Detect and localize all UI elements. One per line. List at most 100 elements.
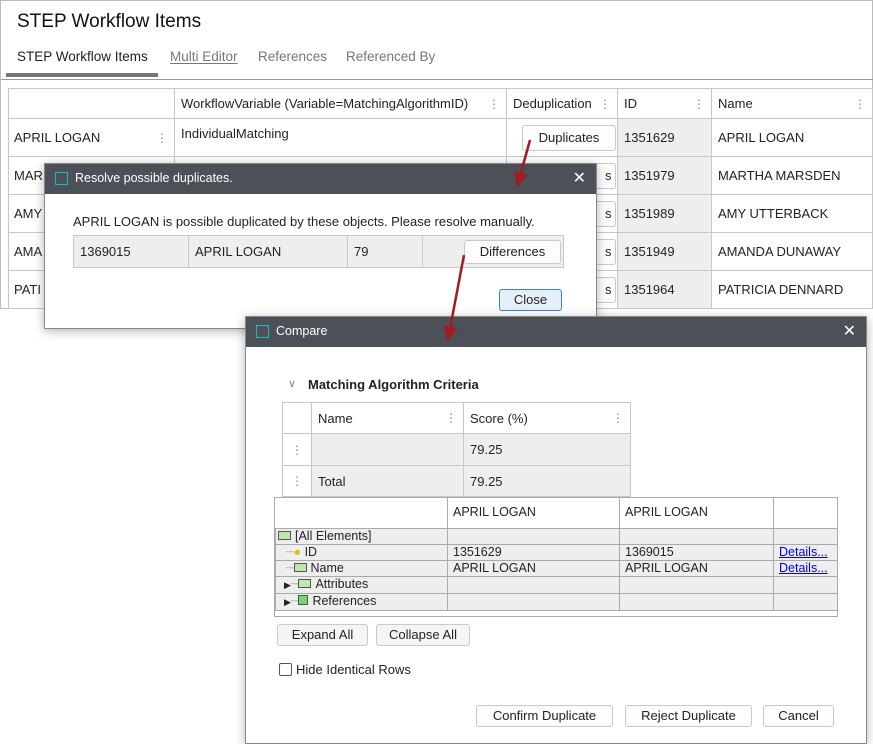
- score-cell: 79: [347, 235, 423, 268]
- column-menu-icon[interactable]: ⋮: [599, 96, 611, 111]
- column-header[interactable]: WorkflowVariable (Variable=MatchingAlgor…: [174, 88, 507, 119]
- tree-label: ID: [304, 544, 318, 559]
- id-cell: 1351979: [617, 156, 712, 195]
- differences-button[interactable]: Differences: [464, 240, 561, 264]
- collapse-all-button[interactable]: Collapse All: [376, 624, 470, 646]
- tab-references[interactable]: References: [258, 49, 328, 64]
- value-b: 1369015: [619, 543, 774, 561]
- confirm-duplicate-button[interactable]: Confirm Duplicate: [476, 705, 613, 727]
- duplicates-button-label[interactable]: s: [605, 282, 612, 297]
- compare-dialog: Compare ✕ ∨ Matching Algorithm Criteria …: [245, 316, 867, 744]
- expand-arrow-icon[interactable]: ▶: [284, 596, 291, 607]
- section-header[interactable]: Matching Algorithm Criteria: [308, 377, 479, 392]
- page-title: STEP Workflow Items: [17, 11, 202, 32]
- table-header: WorkflowVariable (Variable=MatchingAlgor…: [8, 88, 873, 119]
- close-button[interactable]: Close: [499, 289, 562, 311]
- duplicates-button-label[interactable]: s: [605, 244, 612, 259]
- tree-row[interactable]: [All Elements]: [275, 527, 838, 545]
- row-menu-icon[interactable]: ⋮: [156, 130, 168, 145]
- name-cell: [311, 433, 464, 466]
- dialog-message: APRIL LOGAN is possible duplicated by th…: [73, 214, 535, 229]
- details-link[interactable]: Details...: [779, 544, 828, 559]
- dialog-titlebar: Compare ✕: [246, 317, 866, 347]
- tree-label: [All Elements]: [295, 528, 372, 543]
- folder-icon: [293, 562, 307, 572]
- duplicates-button[interactable]: Duplicates: [522, 125, 616, 151]
- row-label: AMY: [14, 206, 43, 221]
- tree-line: ┄: [286, 544, 294, 559]
- score-cell: 79.25: [463, 433, 631, 466]
- references-icon: [298, 594, 309, 605]
- tree-row[interactable]: ▶┄ References: [275, 592, 838, 611]
- column-label: WorkflowVariable (Variable=MatchingAlgor…: [181, 96, 469, 111]
- tree-row[interactable]: ▶┄ Attributes: [275, 575, 838, 594]
- column-header: [773, 498, 838, 529]
- tree-label: Attributes: [315, 576, 369, 591]
- tab-referenced-by[interactable]: Referenced By: [346, 49, 436, 64]
- resolve-duplicates-dialog: Resolve possible duplicates. ✕ APRIL LOG…: [44, 163, 597, 329]
- compare-grid: APRIL LOGAN APRIL LOGAN [All Elements] ┄●…: [275, 498, 838, 611]
- chevron-down-icon[interactable]: ∨: [288, 378, 297, 390]
- column-label: Deduplication: [513, 96, 592, 111]
- column-menu-icon[interactable]: ⋮: [488, 96, 500, 111]
- column-header[interactable]: Score (%) ⋮: [463, 402, 631, 434]
- column-menu-icon[interactable]: ⋮: [612, 411, 624, 425]
- score-cell: 79.25: [463, 465, 631, 497]
- duplicates-button-label[interactable]: s: [605, 168, 612, 183]
- column-header[interactable]: Name ⋮: [711, 88, 873, 119]
- row-label: MAR: [14, 168, 43, 183]
- close-icon[interactable]: ✕: [572, 170, 586, 187]
- dialog-titlebar: Resolve possible duplicates. ✕: [45, 164, 596, 194]
- hide-identical-label[interactable]: Hide Identical Rows: [296, 662, 411, 677]
- row-menu-icon[interactable]: ⋮: [291, 474, 303, 488]
- active-tab-indicator: [6, 73, 158, 77]
- tree-label: Name: [310, 560, 344, 575]
- tree-row[interactable]: ┄ Name APRIL LOGAN APRIL LOGAN Details...: [275, 559, 838, 577]
- tree-row[interactable]: ┄● ID 1351629 1369015 Details...: [275, 543, 838, 561]
- dialog-title: Compare: [276, 324, 328, 338]
- expand-all-button[interactable]: Expand All: [277, 624, 368, 646]
- table-row[interactable]: APRIL LOGAN ⋮ IndividualMatching Duplicat…: [8, 118, 873, 157]
- variable-cell: IndividualMatching: [174, 118, 507, 157]
- column-menu-icon[interactable]: ⋮: [854, 96, 866, 111]
- tree-line: ┄: [290, 576, 299, 591]
- name-cell: MARTHA MARSDEN: [711, 156, 873, 195]
- close-icon[interactable]: ✕: [842, 323, 856, 340]
- tab-multi-editor[interactable]: Multi Editor: [170, 49, 238, 64]
- window-icon: [256, 325, 269, 338]
- column-label: Name: [718, 96, 753, 111]
- column-menu-icon[interactable]: ⋮: [445, 411, 457, 425]
- row-label: APRIL LOGAN: [14, 130, 101, 145]
- column-label: Score (%): [470, 410, 528, 426]
- hide-identical-checkbox[interactable]: [279, 663, 292, 676]
- name-cell: AMY UTTERBACK: [711, 194, 873, 233]
- id-cell: 1351989: [617, 194, 712, 233]
- column-menu-icon[interactable]: ⋮: [693, 96, 705, 111]
- reject-duplicate-button[interactable]: Reject Duplicate: [625, 705, 752, 727]
- column-header: APRIL LOGAN: [619, 498, 774, 529]
- value-b: APRIL LOGAN: [619, 559, 774, 577]
- tab-step-workflow-items[interactable]: STEP Workflow Items: [17, 49, 148, 64]
- tree-line: ┄: [286, 560, 294, 575]
- column-header[interactable]: Name ⋮: [311, 402, 464, 434]
- criteria-table: Name ⋮ Score (%) ⋮ ⋮ 79.25 ⋮ Total 79.25: [282, 402, 631, 497]
- expand-arrow-icon[interactable]: ▶: [284, 579, 291, 590]
- cancel-button[interactable]: Cancel: [763, 705, 834, 727]
- id-cell: 1351629: [617, 118, 712, 157]
- table-row[interactable]: ⋮ 79.25: [282, 433, 631, 466]
- id-cell: 1369015: [73, 235, 189, 268]
- id-cell: 1351949: [617, 232, 712, 271]
- tree-line: ┄: [290, 593, 299, 608]
- column-header[interactable]: Deduplication ⋮: [506, 88, 618, 119]
- column-header: [282, 402, 312, 434]
- table-row[interactable]: ⋮ Total 79.25: [282, 465, 631, 497]
- compare-grid-panel: APRIL LOGAN APRIL LOGAN [All Elements] ┄●…: [274, 497, 838, 617]
- column-header[interactable]: ID ⋮: [617, 88, 712, 119]
- divider: [1, 79, 873, 80]
- window-icon: [55, 172, 68, 185]
- table-row[interactable]: 1369015 APRIL LOGAN 79 Differences: [73, 235, 564, 268]
- duplicates-button-label[interactable]: s: [605, 206, 612, 221]
- name-cell: APRIL LOGAN: [188, 235, 348, 268]
- details-link[interactable]: Details...: [779, 560, 828, 575]
- row-menu-icon[interactable]: ⋮: [291, 442, 303, 457]
